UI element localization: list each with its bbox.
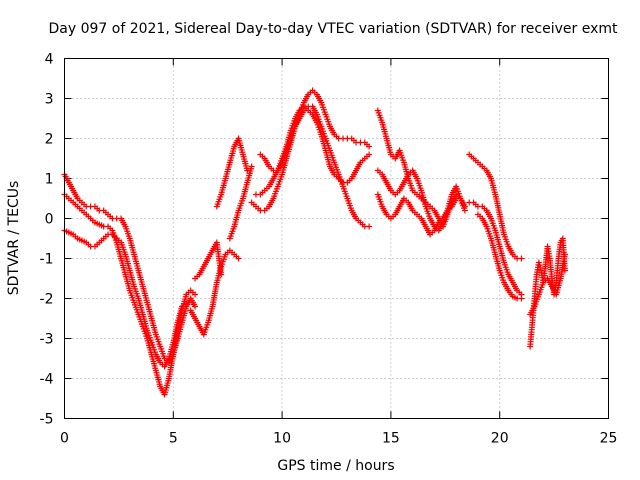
x-tick-label: 0 <box>60 431 69 447</box>
x-tick-label: 20 <box>491 431 509 447</box>
data-point <box>518 255 525 262</box>
series-track-p <box>474 211 525 302</box>
x-axis-label: GPS time / hours <box>277 458 394 474</box>
data-point <box>518 295 525 302</box>
series-track-b <box>61 171 199 366</box>
chart-title: Day 097 of 2021, Sidereal Day-to-day VTE… <box>49 21 619 37</box>
series-track-o <box>466 199 525 298</box>
series-track-c <box>61 227 186 370</box>
series-track-i <box>252 103 373 198</box>
data-point <box>192 291 199 298</box>
y-tick-label: -1 <box>40 252 54 268</box>
series-track-m <box>374 191 460 238</box>
series-track-q <box>527 235 568 350</box>
series-track-j <box>257 103 373 230</box>
y-tick-label: 1 <box>45 172 54 188</box>
y-tick-label: 2 <box>45 132 54 148</box>
y-tick-label: -4 <box>40 372 54 388</box>
x-tick-label: 25 <box>600 431 618 447</box>
data-point <box>366 151 373 158</box>
y-tick-label: -2 <box>40 292 54 308</box>
x-tick-label: 10 <box>273 431 291 447</box>
axis-ticks <box>64 58 609 419</box>
series-track-r <box>527 251 568 318</box>
series-track-n <box>466 151 525 262</box>
data-point <box>535 259 542 266</box>
y-tick-label: 4 <box>45 52 54 68</box>
data-point <box>561 251 568 258</box>
series-track-a <box>61 191 199 398</box>
y-tick-label: -3 <box>40 332 54 348</box>
y-axis-label: SDTVAR / TECUs <box>6 181 22 296</box>
data-point <box>235 255 242 262</box>
series-track-g <box>226 163 255 242</box>
data-point <box>192 303 199 310</box>
data-point <box>218 271 225 278</box>
y-tick-label: 0 <box>45 212 54 228</box>
series-track-e <box>192 239 225 282</box>
data-point <box>366 223 373 230</box>
x-tick-label: 5 <box>169 431 178 447</box>
grid <box>64 58 609 419</box>
data-point <box>179 303 186 310</box>
data-points <box>61 87 568 398</box>
data-point <box>536 262 543 269</box>
data-point <box>537 264 544 271</box>
y-tick-label: 3 <box>45 92 54 108</box>
series-track-d <box>187 247 242 338</box>
plot-frame <box>64 58 609 419</box>
data-point <box>248 163 255 170</box>
data-point <box>461 207 468 214</box>
x-tick-label: 15 <box>382 431 400 447</box>
series-track-f <box>213 135 251 210</box>
y-tick-label: -5 <box>40 412 54 428</box>
data-point <box>366 143 373 150</box>
series-track-k <box>374 107 468 230</box>
data-point <box>453 195 460 202</box>
